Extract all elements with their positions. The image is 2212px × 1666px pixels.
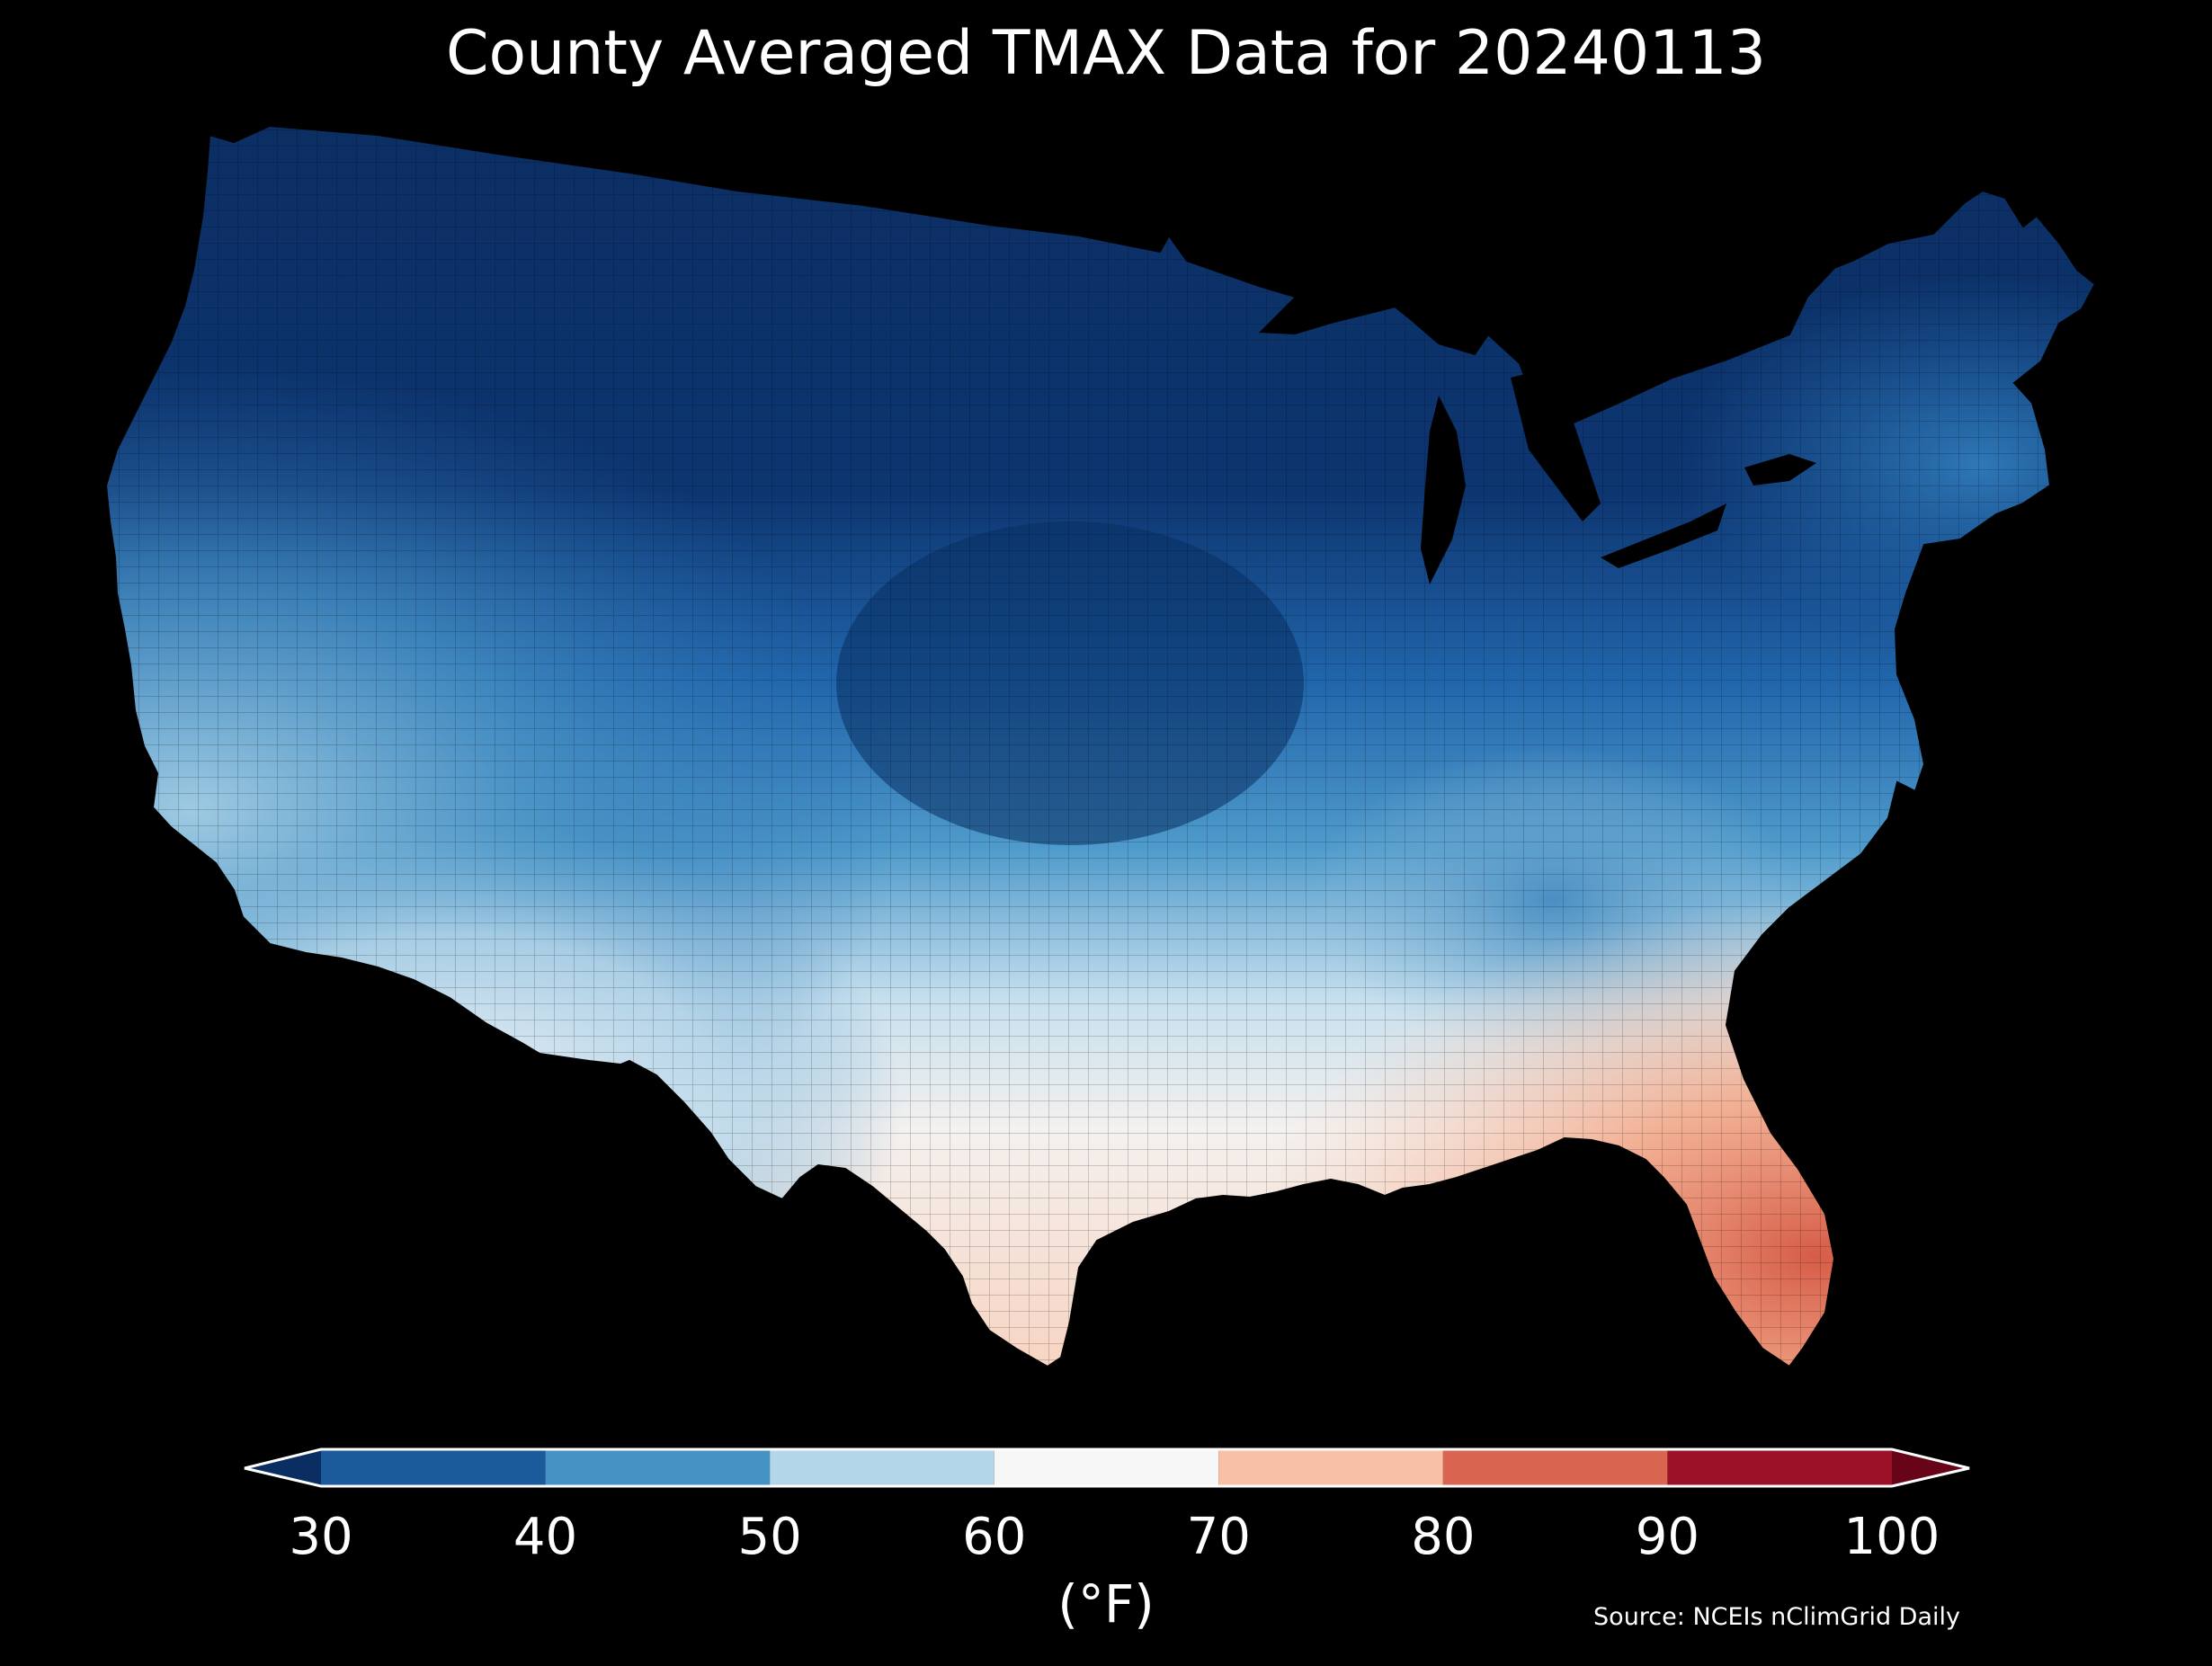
colorbar-unit-label: (°F) [1057, 1573, 1155, 1635]
colorbar-bin-5 [1442, 1449, 1668, 1486]
colorbar-tick-70: 70 [1186, 1508, 1251, 1566]
great-lakes [1259, 279, 1816, 584]
colorbar-tick-40: 40 [513, 1508, 578, 1566]
source-credit: Source: NCEIs nClimGrid Daily [1593, 1603, 1960, 1631]
colorbar-under-arrow [245, 1449, 321, 1486]
colorbar-bin-2 [770, 1449, 995, 1486]
map-title: County Averaged TMAX Data for 20240113 [446, 18, 1766, 89]
colorbar-bin-4 [1218, 1449, 1443, 1486]
colorbar-bin-1 [545, 1449, 771, 1486]
colorbar-bin-0 [321, 1449, 546, 1486]
colorbar-over-arrow [1892, 1449, 1969, 1486]
colorbar-bin-6 [1667, 1449, 1892, 1486]
colorbar-tick-100: 100 [1843, 1508, 1940, 1566]
colorbar-tick-30: 30 [289, 1508, 353, 1566]
colorbar-outline [244, 1448, 1970, 1488]
colorbar-tick-90: 90 [1635, 1508, 1700, 1566]
colorbar-tick-60: 60 [962, 1508, 1027, 1566]
colorbar-bin-3 [994, 1449, 1219, 1486]
colorbar-tick-80: 80 [1411, 1508, 1476, 1566]
colorbar-tick-50: 50 [737, 1508, 802, 1566]
